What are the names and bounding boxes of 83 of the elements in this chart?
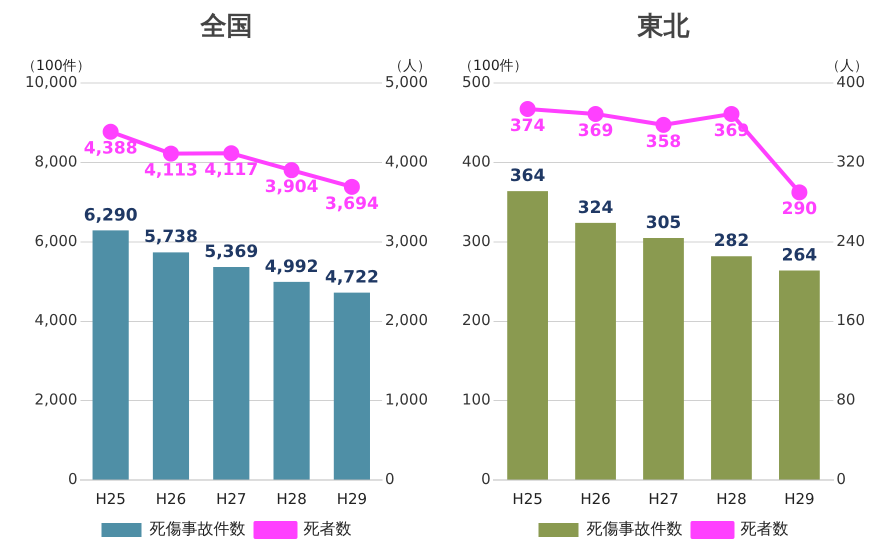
x-tick-label: H28 — [276, 490, 307, 508]
x-tick-label: H27 — [216, 490, 246, 508]
x-tick-label: H26 — [580, 490, 611, 508]
data-label: 4,722 — [325, 268, 379, 288]
x-tick-label: H26 — [156, 490, 186, 508]
y2-tick-label: 160 — [836, 311, 866, 330]
data-label: 374 — [510, 116, 546, 136]
data-label: 4,117 — [204, 160, 258, 180]
point — [588, 106, 604, 122]
y2-tick-label: 0 — [836, 470, 846, 488]
y-tick-label: 0 — [68, 470, 78, 488]
chart-title: 東北 — [636, 11, 690, 42]
chart-title: 全国 — [200, 11, 252, 42]
data-label: 364 — [510, 166, 546, 186]
x-tick-label: H29 — [336, 490, 368, 508]
y-tick-label: 0 — [481, 470, 491, 488]
bar — [273, 282, 310, 480]
bar — [213, 266, 250, 480]
data-label: 282 — [714, 231, 750, 252]
y2-tick-label: 400 — [836, 73, 866, 92]
y2-tick-label: 4,000 — [385, 152, 428, 170]
bar — [334, 292, 370, 480]
bar — [507, 191, 548, 480]
y-tick-label: 400 — [462, 152, 491, 170]
data-label: 264 — [782, 245, 818, 266]
point — [656, 116, 672, 133]
bar — [779, 270, 820, 480]
data-label: 358 — [646, 132, 682, 152]
legend-label: 死傷事故件数 — [150, 519, 246, 538]
y2-axis-title: （人） — [826, 58, 868, 74]
data-label: 305 — [646, 212, 682, 233]
legend-label: 死者数 — [740, 519, 788, 538]
point — [102, 124, 119, 140]
y2-tick-label: 5,000 — [385, 73, 428, 92]
y2-tick-label: 1,000 — [385, 390, 428, 409]
y-tick-label: 6,000 — [34, 232, 78, 250]
y2-tick-label: 0 — [385, 470, 395, 488]
data-label: 5,369 — [204, 242, 258, 262]
x-tick-label: H28 — [716, 490, 747, 508]
y-tick-label: 100 — [462, 390, 491, 409]
y-tick-label: 8,000 — [34, 152, 78, 170]
x-tick-label: H29 — [784, 490, 815, 508]
data-label: 290 — [782, 199, 818, 220]
bar — [152, 252, 190, 480]
x-tick-label: H25 — [95, 490, 126, 508]
y-tick-label: 200 — [462, 311, 491, 330]
bar — [643, 238, 684, 480]
y2-tick-label: 2,000 — [385, 311, 428, 330]
point — [223, 145, 240, 162]
y-tick-label: 2,000 — [34, 390, 78, 409]
point — [791, 184, 808, 200]
point — [284, 162, 300, 178]
y2-tick-label: 3,000 — [385, 232, 428, 250]
point — [520, 100, 536, 117]
data-label: 4,388 — [84, 138, 138, 159]
data-label: 5,738 — [144, 227, 198, 248]
point — [344, 178, 360, 195]
y-tick-label: 300 — [462, 232, 491, 250]
data-label: 4,113 — [144, 160, 198, 181]
y-tick-label: 4,000 — [34, 311, 78, 330]
x-tick-label: H27 — [648, 490, 679, 508]
y-axis-title: （100件） — [459, 58, 528, 74]
data-label: 324 — [578, 198, 614, 218]
y2-tick-label: 320 — [836, 152, 866, 170]
y-tick-label: 10,000 — [24, 73, 78, 92]
point — [162, 146, 179, 162]
data-label: 369 — [578, 120, 614, 141]
x-tick-label: H25 — [512, 490, 543, 508]
y-axis-title: （100件） — [22, 58, 91, 74]
y2-tick-label: 80 — [836, 390, 856, 409]
legend-label: 死傷事故件数 — [586, 519, 682, 538]
data-label: 3,694 — [325, 194, 379, 214]
point — [723, 106, 740, 122]
legend-label: 死者数 — [304, 519, 352, 538]
y2-axis-title: （人） — [389, 58, 431, 74]
bar — [711, 256, 752, 480]
bar — [575, 222, 616, 480]
y2-tick-label: 240 — [836, 232, 866, 250]
data-label: 4,992 — [264, 256, 318, 277]
y-tick-label: 500 — [462, 73, 491, 92]
bar — [92, 230, 129, 480]
data-label: 6,290 — [84, 205, 138, 226]
data-label: 3,904 — [264, 177, 319, 198]
